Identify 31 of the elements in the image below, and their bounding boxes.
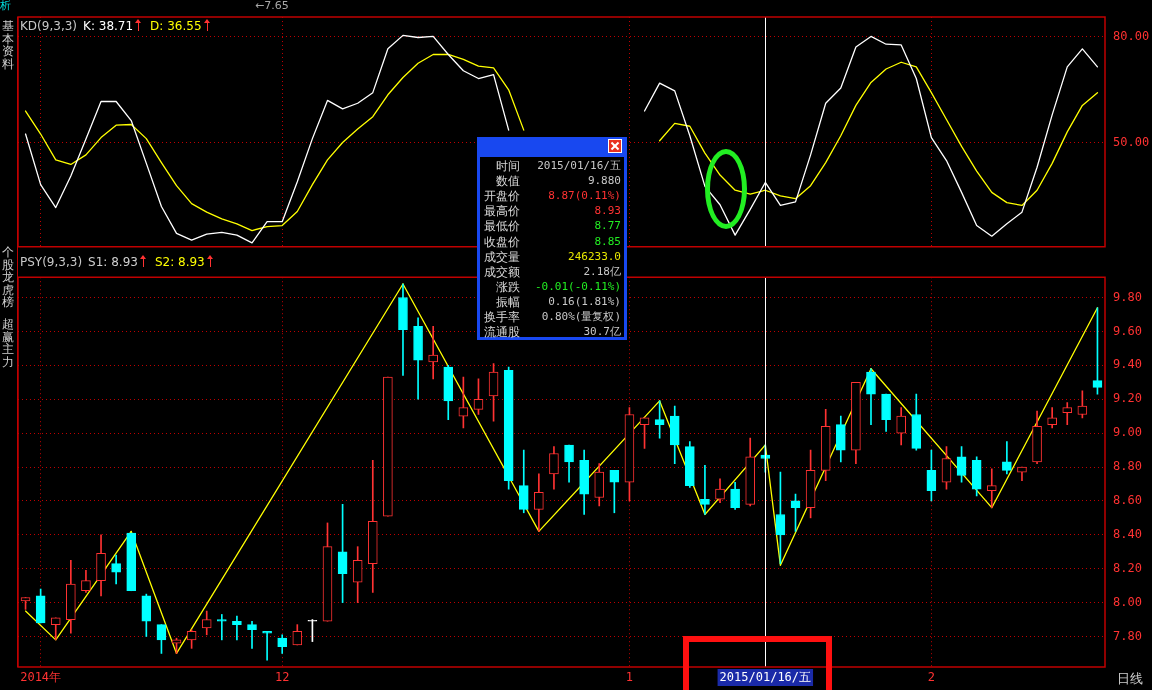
y-tick-label: 7.80 xyxy=(1113,628,1142,643)
x-tick-label: 1 xyxy=(625,670,634,685)
text: K: 38.71 xyxy=(83,19,134,33)
text: 个股龙虎榜 xyxy=(1,245,15,309)
text: 超赢主力 xyxy=(1,317,15,369)
y-tick-label: 8.00 xyxy=(1113,594,1142,609)
y-tick-label: 50.00 xyxy=(1113,134,1150,149)
y-tick-label: 9.40 xyxy=(1113,357,1142,372)
text: S2: 8.93 xyxy=(154,255,205,269)
text: 析 xyxy=(0,0,11,12)
text: ←7.65 xyxy=(255,0,289,12)
info-window: 时间 2015/01/16/五 数值 9.880 开盘价 8.87(0.11%) 最高价 8.93 最低价 8.77 收盘价 8.85 成交量 246233.0 成交额 2.18亿 涨跌 -0.01(-0.11%) 振幅 0.16(1.81%) 换手率 0.80%(量复权) 流通股 30.7亿 xyxy=(477,137,627,340)
y-tick-label: 8.60 xyxy=(1113,493,1142,508)
chart-title: PSY(9,3,3) xyxy=(20,255,83,269)
chart-title: KD(9,3,3) xyxy=(20,19,78,33)
text: D: 36.55 xyxy=(150,19,202,33)
text: S1: 8.93 xyxy=(88,255,138,269)
y-tick-label: 8.40 xyxy=(1113,526,1142,541)
text: 日线 xyxy=(1117,671,1143,686)
y-tick-label: 80.00 xyxy=(1113,28,1150,43)
x-tick-label: 2014年 xyxy=(20,670,62,685)
y-tick-label: 9.60 xyxy=(1113,323,1142,338)
text: 基本资料 xyxy=(1,19,15,71)
y-tick-label: 8.80 xyxy=(1113,459,1142,474)
y-tick-label: 9.20 xyxy=(1113,391,1142,406)
x-tick-label: 12 xyxy=(274,670,290,685)
y-tick-label: 9.80 xyxy=(1113,289,1142,304)
x-tick-label: 2015/01/16/五 xyxy=(719,670,812,685)
x-tick-label: 2 xyxy=(927,670,935,685)
y-tick-label: 9.00 xyxy=(1113,425,1142,440)
y-tick-label: 8.20 xyxy=(1113,560,1142,575)
